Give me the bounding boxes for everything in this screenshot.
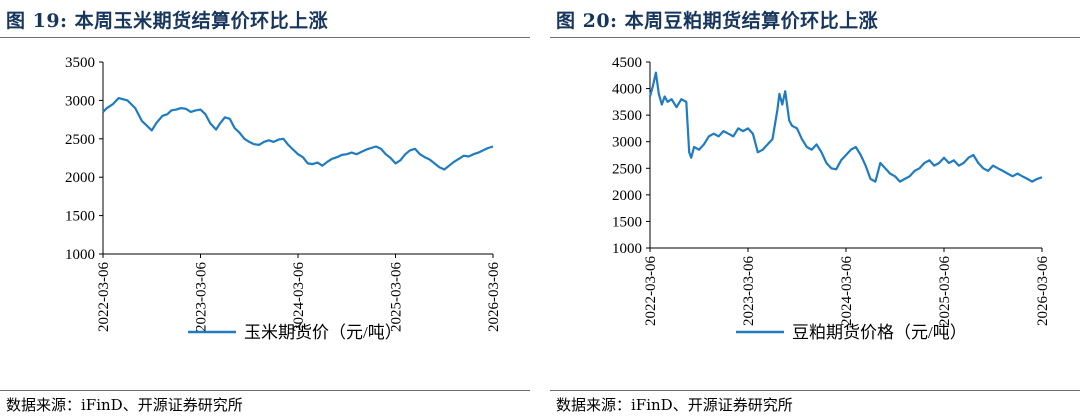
x-tick-label: 2025-03-06 — [389, 262, 405, 332]
legend-label: 豆粕期货价格（元/吨） — [792, 323, 967, 342]
y-tick-label: 3000 — [65, 93, 95, 109]
figure-20-panel: 图 20: 本周豆粕期货结算价环比上涨 1000 1500 2000 2500 3000… — [550, 0, 1080, 420]
x-tick-label: 2023-03-06 — [741, 256, 757, 326]
title-rule — [0, 37, 530, 38]
x-tick-label: 2022-03-06 — [643, 256, 659, 326]
source-note: 数据来源：iFinD、开源证券研究所 — [6, 396, 243, 414]
soymeal-futures-chart: 1000 1500 2000 2500 3000 3500 4000 4500 2022-03-… — [612, 55, 1051, 342]
source-rule — [0, 390, 530, 391]
y-tick-label: 3500 — [65, 55, 95, 71]
y-tick-label: 3500 — [612, 108, 642, 124]
series-line — [648, 71, 1043, 183]
source-note: 数据来源：iFinD、开源证券研究所 — [556, 396, 793, 414]
y-tick-label: 1000 — [612, 241, 642, 257]
y-tick-label: 1500 — [65, 209, 95, 225]
x-tick-label: 2023-03-06 — [194, 262, 210, 332]
y-tick-label: 3000 — [612, 135, 642, 151]
figure-19-panel: 图 19: 本周玉米期货结算价环比上涨 1000 1500 2000 2500 3000… — [0, 0, 530, 420]
y-tick-label: 2000 — [612, 188, 642, 204]
x-tick-label: 2024-03-06 — [291, 262, 307, 332]
x-tick-label: 2026-03-06 — [1035, 256, 1051, 326]
x-tick-label: 2025-03-06 — [937, 256, 953, 326]
y-tick-label: 4500 — [612, 55, 642, 71]
x-tick-label: 2024-03-06 — [839, 256, 855, 326]
y-tick-label: 2500 — [65, 132, 95, 148]
y-tick-label: 2000 — [65, 170, 95, 186]
figure-title: 图 19: 本周玉米期货结算价环比上涨 — [6, 10, 329, 32]
corn-futures-chart: 1000 1500 2000 2500 3000 3500 2022-03-06 2023-0… — [65, 55, 502, 342]
y-tick-label: 2500 — [612, 161, 642, 177]
legend-label: 玉米期货价（元/吨） — [244, 323, 402, 342]
source-rule — [550, 390, 1080, 391]
title-rule — [550, 37, 1080, 38]
y-tick-label: 1000 — [65, 247, 95, 263]
x-tick-label: 2026-03-06 — [486, 262, 502, 332]
x-tick-label: 2022-03-06 — [96, 262, 112, 332]
figure-title: 图 20: 本周豆粕期货结算价环比上涨 — [556, 10, 879, 32]
series-line — [102, 96, 494, 171]
y-tick-label: 4000 — [612, 82, 642, 98]
y-tick-label: 1500 — [612, 214, 642, 230]
